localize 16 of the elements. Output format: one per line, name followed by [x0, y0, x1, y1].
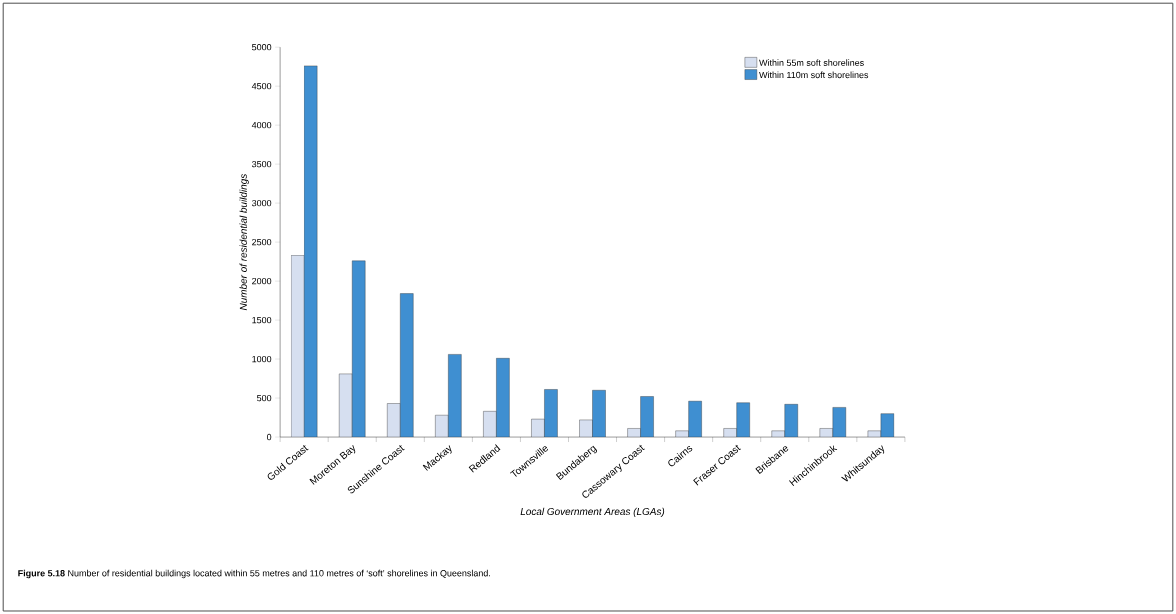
x-axis-title: Local Government Areas (LGAs) [520, 507, 665, 517]
y-tick-label: 5000 [252, 43, 272, 51]
y-tick-label: 1000 [252, 355, 272, 363]
legend-label: Within 55m soft shorelines [759, 59, 864, 66]
y-tick-label: 2500 [252, 238, 272, 246]
y-tick-label: 500 [257, 394, 272, 402]
y-tick-label: 1500 [252, 316, 272, 324]
y-axis-title: Number of residential buildings [239, 173, 249, 311]
y-tick-label: 3500 [252, 160, 272, 168]
y-tick-label: 4500 [251, 82, 272, 90]
text: Figure 5.18 Number of residential buildings located within 55 metres and 110 metres of ‘soft’ shorelines in Queensland. [18, 569, 490, 579]
legend-label: Within 110m soft shorelines [759, 71, 869, 79]
y-tick-label: 4000 [251, 121, 272, 129]
y-tick-label: 0 [266, 433, 272, 441]
y-tick-label: 3000 [252, 199, 272, 207]
y-tick-label: 2000 [252, 277, 272, 285]
